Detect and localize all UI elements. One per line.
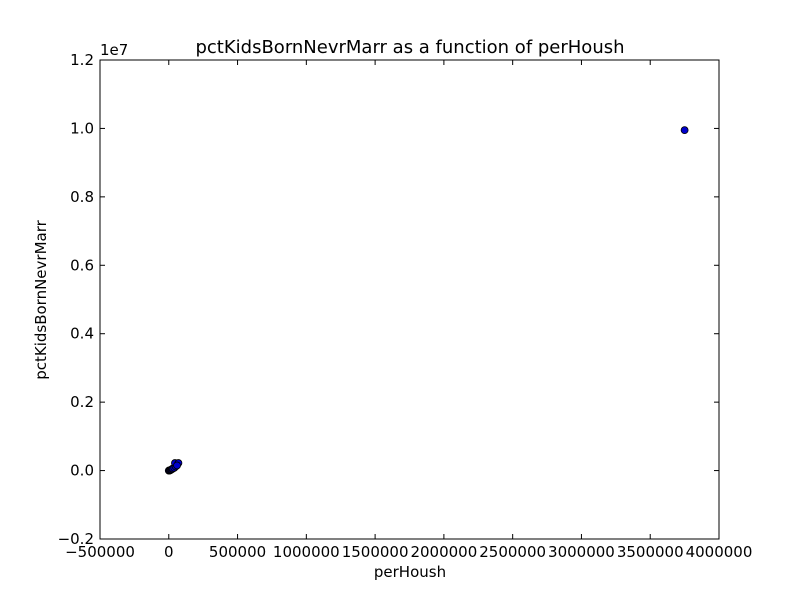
- x-tick-label: 2500000: [479, 543, 546, 561]
- y-tick-label: 1.0: [70, 119, 94, 137]
- points-layer: [164, 126, 689, 475]
- chart-title: pctKidsBornNevrMarr as a function of per…: [195, 37, 624, 58]
- x-tick-label: 0: [164, 543, 174, 561]
- x-axis-label: perHoush: [374, 563, 446, 581]
- y-tick-label: 0.8: [70, 188, 94, 206]
- x-tick-label: 500000: [209, 543, 266, 561]
- x-tick-label: 4000000: [686, 543, 753, 561]
- scatter-point: [680, 126, 689, 135]
- x-tick-label: 1500000: [342, 543, 409, 561]
- y-tick-label: 1.2: [70, 51, 94, 69]
- x-tick-label: 2000000: [410, 543, 477, 561]
- x-tick-label: 1000000: [273, 543, 340, 561]
- y-tick-label: 0.0: [70, 462, 94, 480]
- y-axis-label: pctKidsBornNevrMarr: [32, 219, 50, 379]
- x-tick-label: −500000: [65, 543, 135, 561]
- y-tick-label: 0.4: [70, 325, 94, 343]
- y-tick-label: 0.6: [70, 256, 94, 274]
- plot-area-frame: [99, 59, 720, 540]
- y-tick-label: 0.2: [70, 393, 94, 411]
- x-tick-label: 3500000: [617, 543, 684, 561]
- y-offset-text: 1e7: [100, 41, 128, 59]
- y-tick-label: −0.2: [58, 530, 94, 548]
- x-tick-label: 3000000: [548, 543, 615, 561]
- scatter-point: [173, 461, 181, 470]
- ticks-layer: −500000 0 500000 1000000 1500000 2000000 25000…: [58, 51, 753, 561]
